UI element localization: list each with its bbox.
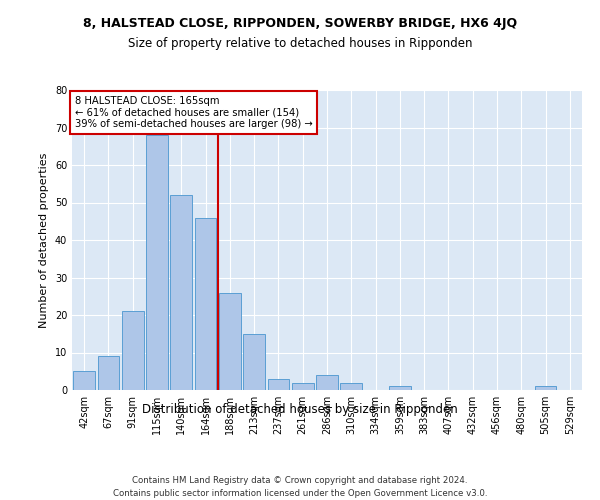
- Bar: [535, 386, 556, 390]
- Bar: [316, 375, 338, 390]
- Bar: [340, 382, 362, 390]
- Text: Contains public sector information licensed under the Open Government Licence v3: Contains public sector information licen…: [113, 489, 487, 498]
- Bar: [146, 135, 168, 390]
- Text: Size of property relative to detached houses in Ripponden: Size of property relative to detached ho…: [128, 38, 472, 51]
- Bar: [292, 382, 314, 390]
- Bar: [243, 334, 265, 390]
- Bar: [122, 311, 143, 390]
- Text: Contains HM Land Registry data © Crown copyright and database right 2024.: Contains HM Land Registry data © Crown c…: [132, 476, 468, 485]
- Bar: [219, 292, 241, 390]
- Bar: [194, 218, 217, 390]
- Y-axis label: Number of detached properties: Number of detached properties: [39, 152, 49, 328]
- Text: 8, HALSTEAD CLOSE, RIPPONDEN, SOWERBY BRIDGE, HX6 4JQ: 8, HALSTEAD CLOSE, RIPPONDEN, SOWERBY BR…: [83, 18, 517, 30]
- Bar: [97, 356, 119, 390]
- Bar: [268, 379, 289, 390]
- Text: Distribution of detached houses by size in Ripponden: Distribution of detached houses by size …: [142, 402, 458, 415]
- Bar: [73, 371, 95, 390]
- Text: 8 HALSTEAD CLOSE: 165sqm
← 61% of detached houses are smaller (154)
39% of semi-: 8 HALSTEAD CLOSE: 165sqm ← 61% of detach…: [74, 96, 313, 129]
- Bar: [389, 386, 411, 390]
- Bar: [170, 195, 192, 390]
